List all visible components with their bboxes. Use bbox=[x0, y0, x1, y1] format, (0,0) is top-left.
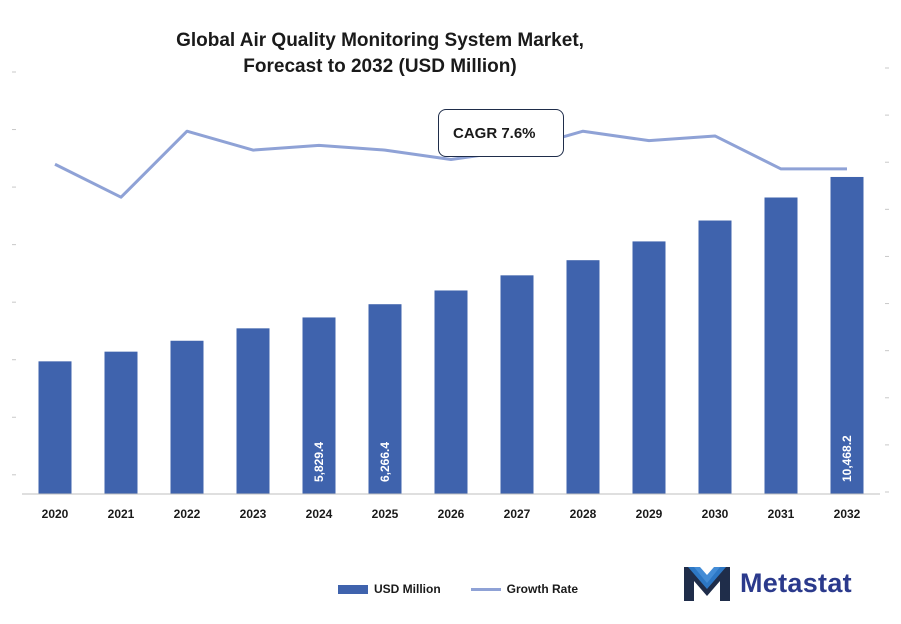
bar-2026 bbox=[434, 290, 468, 494]
bar-2024 bbox=[302, 317, 336, 494]
metastat-logo-text: Metastat bbox=[740, 567, 852, 598]
bar-2029 bbox=[632, 241, 666, 494]
bar-2031 bbox=[764, 197, 798, 494]
bar-2023 bbox=[236, 328, 270, 494]
x-tick-label-2023: 2023 bbox=[240, 507, 267, 521]
bar-2027 bbox=[500, 275, 534, 494]
metastat-logo-icon bbox=[684, 567, 730, 601]
x-tick-label-2027: 2027 bbox=[504, 507, 531, 521]
x-tick-label-2030: 2030 bbox=[702, 507, 729, 521]
bar-2025 bbox=[368, 304, 402, 494]
legend-item-usd-million: USD Million bbox=[338, 582, 441, 596]
bar-2022 bbox=[170, 340, 204, 494]
cagr-annotation: CAGR 7.6% bbox=[438, 109, 564, 157]
chart-title-line-2: Forecast to 2032 (USD Million) bbox=[243, 56, 517, 77]
x-tick-label-2028: 2028 bbox=[570, 507, 597, 521]
bar-2021 bbox=[104, 351, 138, 494]
bar-2032 bbox=[830, 176, 864, 495]
x-tick-label-2024: 2024 bbox=[306, 507, 333, 521]
x-tick-label-2020: 2020 bbox=[42, 507, 69, 521]
legend-label-growth-rate: Growth Rate bbox=[506, 582, 579, 596]
cagr-annotation-text: CAGR 7.6% bbox=[453, 124, 536, 142]
chart-title-line-1: Global Air Quality Monitoring System Mar… bbox=[176, 30, 584, 51]
legend-label-usd-million: USD Million bbox=[374, 582, 441, 596]
x-tick-label-2021: 2021 bbox=[108, 507, 135, 521]
x-tick-label-2025: 2025 bbox=[372, 507, 399, 521]
x-tick-label-2031: 2031 bbox=[768, 507, 795, 521]
bar-2030 bbox=[698, 220, 732, 494]
x-tick-label-2029: 2029 bbox=[636, 507, 663, 521]
bar-2028 bbox=[566, 260, 600, 494]
bar-2020 bbox=[38, 361, 72, 494]
legend-swatch-line bbox=[470, 587, 501, 591]
data-label-2032: 10,468.2 bbox=[840, 435, 854, 482]
x-tick-label-2022: 2022 bbox=[174, 507, 201, 521]
metastat-logo: Metastat bbox=[682, 563, 852, 603]
legend-item-growth-rate: Growth Rate bbox=[470, 582, 579, 596]
legend: USD Million Growth Rate bbox=[338, 582, 608, 596]
data-label-2025: 6,266.4 bbox=[378, 442, 392, 482]
data-label-2024: 5,829.4 bbox=[312, 442, 326, 482]
x-tick-label-2032: 2032 bbox=[834, 507, 861, 521]
x-tick-label-2026: 2026 bbox=[438, 507, 465, 521]
legend-swatch-bar bbox=[338, 584, 368, 594]
